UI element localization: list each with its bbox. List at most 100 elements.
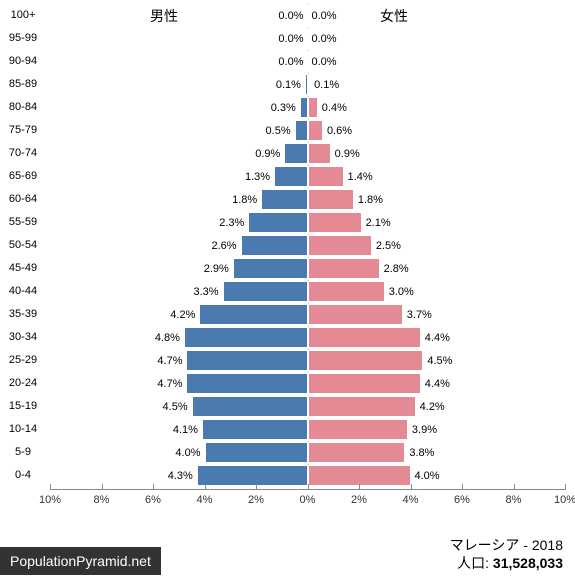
percent-female: 1.8% <box>358 189 383 212</box>
population-label: 人口: <box>457 555 493 571</box>
chart-title: マレーシア - 2018 <box>450 535 563 555</box>
bar-female <box>308 350 424 371</box>
pyramid-row: 95-990.0%0.0% <box>0 27 575 50</box>
age-group-label: 80-84 <box>0 96 46 119</box>
bar-zone: 4.7%4.5% <box>50 350 565 372</box>
pyramid-row: 10-144.1%3.9% <box>0 418 575 441</box>
population-value: 31,528,033 <box>493 555 563 571</box>
x-axis-tick: 4% <box>391 490 431 506</box>
percent-female: 2.8% <box>384 258 409 281</box>
percent-male: 1.3% <box>245 166 270 189</box>
population-pyramid-chart: 男性 女性 100+0.0%0.0%95-990.0%0.0%90-940.0%… <box>0 0 575 520</box>
bar-male <box>284 143 307 164</box>
bar-zone: 2.9% 2.8% <box>50 258 565 280</box>
bar-zone: 2.3%2.1% <box>50 212 565 234</box>
pyramid-row: 55-592.3%2.1% <box>0 211 575 234</box>
age-group-label: 10-14 <box>0 418 46 441</box>
x-axis-tick: 2% <box>339 490 379 506</box>
bar-male <box>248 212 307 233</box>
age-group-label: 90-94 <box>0 50 46 73</box>
pyramid-row: 25-294.7%4.5% <box>0 349 575 372</box>
x-axis-tick: 8% <box>82 490 122 506</box>
bar-zone: 0.0%0.0% <box>50 5 565 27</box>
age-group-label: 100+ <box>0 4 46 27</box>
bar-zone: 4.1%3.9% <box>50 419 565 441</box>
percent-female: 0.0% <box>312 5 337 28</box>
age-group-label: 60-64 <box>0 188 46 211</box>
bar-female <box>308 74 311 95</box>
percent-female: 0.4% <box>322 97 347 120</box>
x-axis-tick: 6% <box>133 490 173 506</box>
percent-female: 2.5% <box>376 235 401 258</box>
bar-zone: 4.2% 3.7% <box>50 304 565 326</box>
percent-male: 2.3% <box>219 212 244 235</box>
bar-male <box>184 327 308 348</box>
bar-zone: 4.5%4.2% <box>50 396 565 418</box>
population-line: 人口: 31,528,033 <box>457 553 563 573</box>
bar-female <box>308 235 372 256</box>
bar-male <box>300 97 308 118</box>
percent-female: 4.0% <box>415 465 440 488</box>
age-group-label: 45-49 <box>0 257 46 280</box>
percent-female: 4.4% <box>425 327 450 350</box>
percent-female: 3.8% <box>409 442 434 465</box>
age-group-label: 65-69 <box>0 165 46 188</box>
age-group-label: 70-74 <box>0 142 46 165</box>
bar-male <box>186 373 307 394</box>
pyramid-row: 20-244.7%4.4% <box>0 372 575 395</box>
bar-zone: 0.0%0.0% <box>50 28 565 50</box>
age-group-label: 5-9 <box>0 441 46 464</box>
percent-male: 0.9% <box>255 143 280 166</box>
bar-female <box>308 465 411 486</box>
bar-female <box>308 373 421 394</box>
bar-female <box>308 120 323 141</box>
x-axis-tick: 2% <box>236 490 276 506</box>
percent-male: 4.2% <box>170 304 195 327</box>
pyramid-row: 75-790.5%0.6% <box>0 119 575 142</box>
bar-zone: 3.3% 3.0% <box>50 281 565 303</box>
bar-zone: 1.8% 1.8% <box>50 189 565 211</box>
bar-female <box>308 166 344 187</box>
percent-female: 0.0% <box>312 51 337 74</box>
bar-zone: 0.3% 0.4% <box>50 97 565 119</box>
pyramid-row: 45-49 2.9% 2.8% <box>0 257 575 280</box>
pyramid-row: 50-54 2.6% 2.5% <box>0 234 575 257</box>
age-group-label: 85-89 <box>0 73 46 96</box>
percent-male: 0.1% <box>276 74 301 97</box>
bar-female <box>308 5 310 26</box>
bar-male <box>223 281 308 302</box>
age-group-label: 30-34 <box>0 326 46 349</box>
age-group-label: 0-4 <box>0 464 46 487</box>
bar-female <box>308 51 310 72</box>
percent-female: 4.4% <box>425 373 450 396</box>
bar-female <box>308 304 403 325</box>
percent-male: 0.5% <box>266 120 291 143</box>
pyramid-row: 90-940.0%0.0% <box>0 50 575 73</box>
percent-female: 0.0% <box>312 28 337 51</box>
pyramid-row: 70-740.9%0.9% <box>0 142 575 165</box>
percent-male: 0.3% <box>271 97 296 120</box>
percent-male: 4.1% <box>173 419 198 442</box>
bar-zone: 4.0%3.8% <box>50 442 565 464</box>
pyramid-rows: 100+0.0%0.0%95-990.0%0.0%90-940.0%0.0%85… <box>0 4 575 487</box>
bar-female <box>308 97 318 118</box>
bar-female <box>308 396 416 417</box>
percent-female: 0.6% <box>327 120 352 143</box>
x-axis-tick: 8% <box>494 490 534 506</box>
percent-female: 3.7% <box>407 304 432 327</box>
source-badge: PopulationPyramid.net <box>0 547 161 575</box>
pyramid-row: 30-344.8%4.4% <box>0 326 575 349</box>
bar-male <box>202 419 308 440</box>
age-group-label: 50-54 <box>0 234 46 257</box>
bar-female <box>308 442 406 463</box>
percent-male: 2.9% <box>204 258 229 281</box>
percent-male: 3.3% <box>193 281 218 304</box>
bar-female <box>308 281 385 302</box>
bar-male <box>205 442 308 463</box>
pyramid-row: 15-194.5%4.2% <box>0 395 575 418</box>
percent-male: 4.5% <box>163 396 188 419</box>
percent-male: 1.8% <box>232 189 257 212</box>
percent-female: 3.0% <box>389 281 414 304</box>
percent-male: 2.6% <box>211 235 236 258</box>
bar-male <box>274 166 307 187</box>
